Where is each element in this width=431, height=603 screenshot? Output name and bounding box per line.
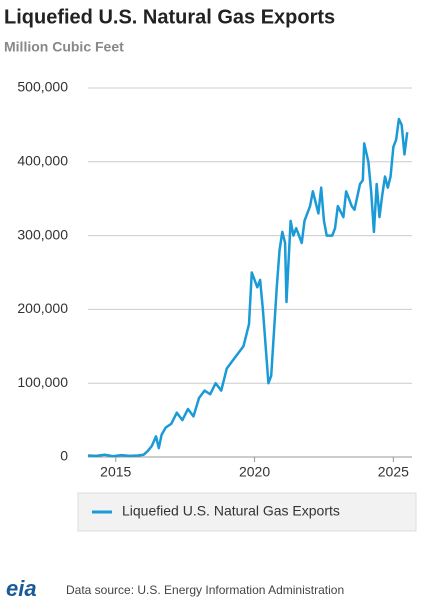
legend-box [77,492,417,532]
logo: eia [6,576,37,601]
chart-subtitle: Million Cubic Feet [4,39,124,55]
legend-label: Liquefied U.S. Natural Gas Exports [122,503,340,519]
x-tick-label: 2025 [378,464,409,480]
x-tick-label: 2020 [239,464,270,480]
line [87,117,409,458]
y-tick-label: 0 [60,448,68,464]
y-tick-label: 100,000 [17,374,68,390]
y-tick-label: 300,000 [17,226,68,242]
x-tick-label: 2015 [100,464,131,480]
y-tick-label: 400,000 [17,153,68,169]
y-tick-label: 200,000 [17,300,68,316]
chart-title: Liquefied U.S. Natural Gas Exports [4,6,335,28]
y-tick-label: 500,000 [17,79,68,95]
source-note: Data source: U.S. Energy Information Adm… [66,583,344,597]
